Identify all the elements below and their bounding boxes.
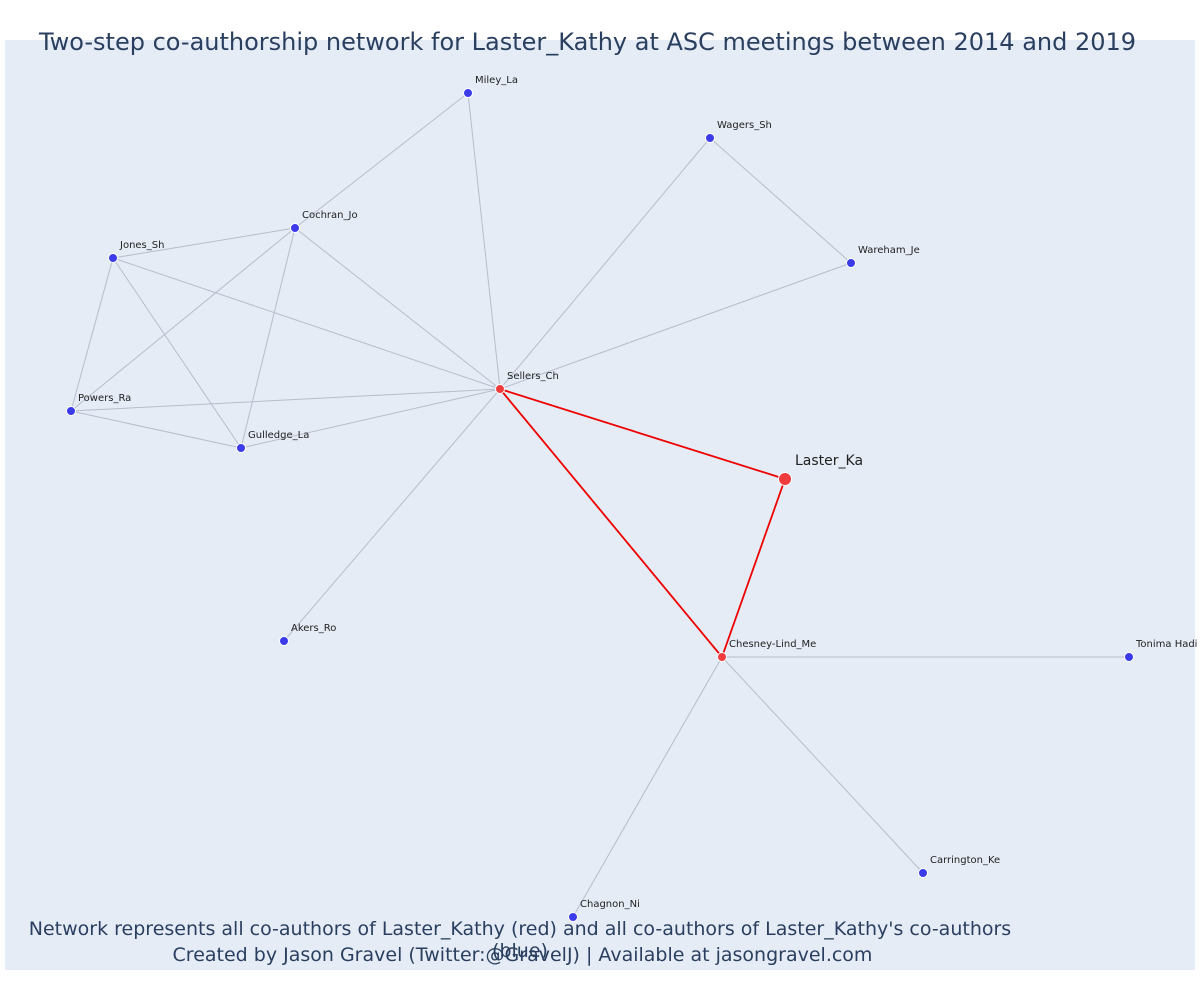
node-tonima-hadi[interactable]: [1124, 652, 1134, 662]
node-akers-ro[interactable]: [279, 636, 289, 646]
node-laster-ka[interactable]: [778, 472, 792, 486]
edge-chesney-lind-me-carrington-ke: [721, 656, 924, 874]
edge-cochran-jo-sellers-ch: [294, 227, 501, 390]
node-label-carrington-ke: Carrington_Ke: [930, 855, 1000, 866]
node-cochran-jo[interactable]: [290, 223, 300, 233]
label-layer: Laster_Ka Sellers_Ch Chesney-Lind_Me Miley_…: [78, 75, 1197, 910]
edge-cochran-jo-jones-sh: [112, 227, 296, 259]
node-label-chesney-lind-me: Chesney-Lind_Me: [729, 639, 816, 650]
edge-cochran-jo-powers-ra: [70, 227, 296, 412]
node-carrington-ke[interactable]: [918, 868, 928, 878]
edge-wagers-sh-wareham-je: [709, 137, 852, 264]
node-label-cochran-jo: Cochran_Jo: [302, 210, 358, 221]
node-label-chagnon-ni: Chagnon_Ni: [580, 899, 640, 910]
node-label-wagers-sh: Wagers_Sh: [717, 120, 772, 131]
node-label-powers-ra: Powers_Ra: [78, 393, 131, 404]
node-label-gulledge-la: Gulledge_La: [248, 430, 309, 441]
footer-credit: Created by Jason Gravel (Twitter:@Gravel…: [172, 944, 873, 966]
edge-gulledge-la-sellers-ch: [240, 388, 501, 449]
edge-chesney-lind-me-chagnon-ni: [572, 656, 723, 918]
edge-wagers-sh-sellers-ch: [499, 137, 711, 390]
node-label-miley-la: Miley_La: [475, 75, 518, 86]
node-chesney-lind-me[interactable]: [717, 652, 727, 662]
node-label-tonima-hadi: Tonima Hadi: [1135, 639, 1197, 650]
node-layer: [66, 88, 1134, 922]
node-label-jones-sh: Jones_Sh: [119, 240, 164, 251]
node-wagers-sh[interactable]: [705, 133, 715, 143]
edge-akers-ro-sellers-ch: [283, 388, 501, 642]
edge-jones-sh-powers-ra: [70, 257, 114, 412]
node-wareham-je[interactable]: [846, 258, 856, 268]
edge-wareham-je-sellers-ch: [499, 262, 852, 390]
edge-sellers-ch-laster-ka: [499, 388, 786, 480]
footer-caption: Network represents all co-authors of Las…: [28, 918, 1012, 962]
edge-jones-sh-gulledge-la: [112, 257, 242, 449]
node-label-wareham-je: Wareham_Je: [858, 245, 920, 256]
plot-background: [5, 40, 1195, 970]
edge-miley-la-sellers-ch: [467, 92, 501, 390]
edge-laster-ka-chesney-lind-me: [721, 478, 786, 658]
edge-powers-ra-gulledge-la: [70, 410, 242, 449]
edge-layer: [70, 92, 1129, 918]
node-jones-sh[interactable]: [108, 253, 118, 263]
edge-powers-ra-sellers-ch: [70, 388, 501, 412]
edge-cochran-jo-gulledge-la: [240, 227, 296, 449]
edge-miley-la-cochran-jo: [294, 92, 469, 229]
edge-sellers-ch-chesney-lind-me: [499, 388, 723, 658]
chart-title: Two-step co-authorship network for Laste…: [38, 28, 1137, 56]
node-powers-ra[interactable]: [66, 406, 76, 416]
node-label-akers-ro: Akers_Ro: [291, 623, 336, 634]
edge-jones-sh-sellers-ch: [112, 257, 501, 390]
node-label-sellers-ch: Sellers_Ch: [507, 371, 559, 382]
node-label-laster-ka: Laster_Ka: [795, 453, 863, 469]
node-chagnon-ni[interactable]: [568, 912, 578, 922]
node-gulledge-la[interactable]: [236, 443, 246, 453]
node-sellers-ch[interactable]: [495, 384, 505, 394]
node-miley-la[interactable]: [463, 88, 473, 98]
